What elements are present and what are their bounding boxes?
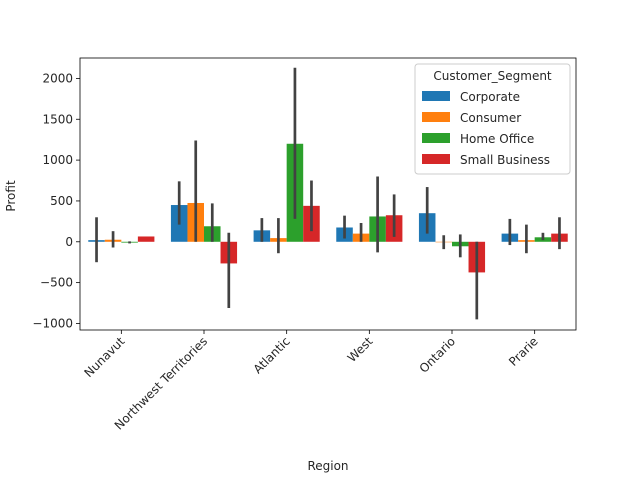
y-tick-label: −500 <box>40 276 73 290</box>
legend-swatch <box>422 154 450 164</box>
x-tick-label: West <box>345 334 376 365</box>
y-tick-label: 1000 <box>42 153 73 167</box>
legend-swatch <box>422 91 450 101</box>
legend-entry: Home Office <box>460 132 534 146</box>
y-tick-label: −1000 <box>32 316 73 330</box>
legend-swatch <box>422 112 450 122</box>
legend-title: Customer_Segment <box>433 69 552 83</box>
legend: Customer_Segment Corporate Consumer Home Of… <box>414 63 571 175</box>
legend-entry: Consumer <box>460 111 521 125</box>
y-tick-label: 500 <box>50 194 73 208</box>
x-axis-label: Region <box>307 459 348 473</box>
x-tick-label: Northwest Territories <box>112 334 210 432</box>
error-bars <box>95 67 561 320</box>
legend-entry: Small Business <box>460 153 550 167</box>
bar-small-business-nunavut <box>137 236 155 242</box>
legend-entry: Corporate <box>460 90 520 104</box>
x-tick-label: Nunavut <box>82 334 128 380</box>
x-tick-label: Atlantic <box>251 334 293 376</box>
y-tick-label: 2000 <box>42 71 73 85</box>
y-tick-label: 0 <box>65 235 73 249</box>
axes-frame <box>79 57 577 331</box>
legend-swatch <box>422 133 450 143</box>
legend-box <box>414 63 571 175</box>
x-tick-label: Ontario <box>417 334 459 376</box>
y-axis-label: Profit <box>4 180 18 212</box>
y-tick-label: 1500 <box>42 112 73 126</box>
x-tick-label: Prarie <box>506 334 541 369</box>
